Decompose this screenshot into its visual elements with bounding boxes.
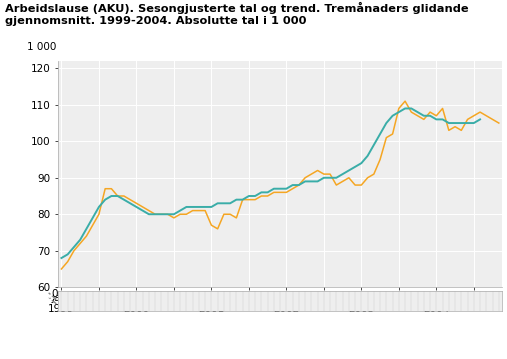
Text: 1 000: 1 000 bbox=[27, 42, 56, 52]
Text: gjennomsnitt. 1999-2004. Absolutte tal i 1 000: gjennomsnitt. 1999-2004. Absolutte tal i… bbox=[5, 16, 307, 26]
Text: 0: 0 bbox=[52, 289, 58, 299]
Text: Arbeidslause (AKU). Sesongjusterte tal og trend. Tremånaders glidande: Arbeidslause (AKU). Sesongjusterte tal o… bbox=[5, 2, 468, 14]
